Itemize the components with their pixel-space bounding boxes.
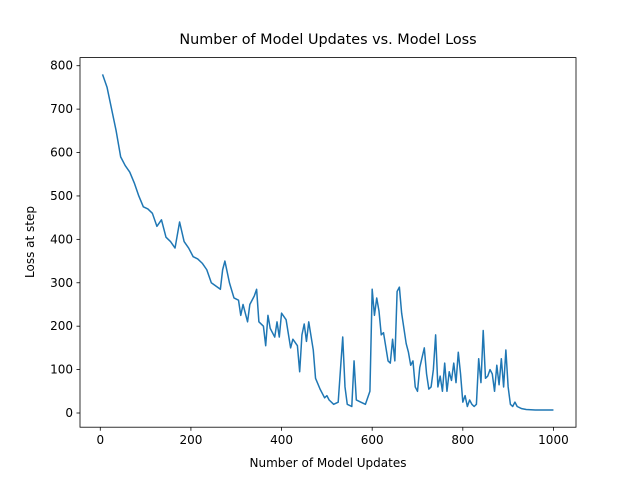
x-axis-label: Number of Model Updates	[250, 456, 407, 470]
x-tick-label: 600	[361, 433, 384, 447]
x-tick-label: 800	[451, 433, 474, 447]
x-tick-label: 1000	[538, 433, 569, 447]
y-tick-label: 200	[50, 319, 73, 333]
y-tick-label: 100	[50, 363, 73, 377]
y-tick-label: 600	[50, 146, 73, 160]
y-axis-label: Loss at step	[23, 206, 37, 278]
loss-line	[101, 74, 554, 411]
y-tick-label: 500	[50, 189, 73, 203]
y-tick-label: 300	[50, 276, 73, 290]
y-tick-label: 800	[50, 59, 73, 73]
y-tick-label: 0	[65, 406, 73, 420]
y-tick-label: 700	[50, 102, 73, 116]
x-tick-label: 400	[270, 433, 293, 447]
plot-frame	[79, 57, 577, 428]
y-tick-label: 400	[50, 232, 73, 246]
x-tick-label: 0	[96, 433, 104, 447]
chart-title: Number of Model Updates vs. Model Loss	[179, 32, 476, 48]
x-tick-label: 200	[179, 433, 202, 447]
